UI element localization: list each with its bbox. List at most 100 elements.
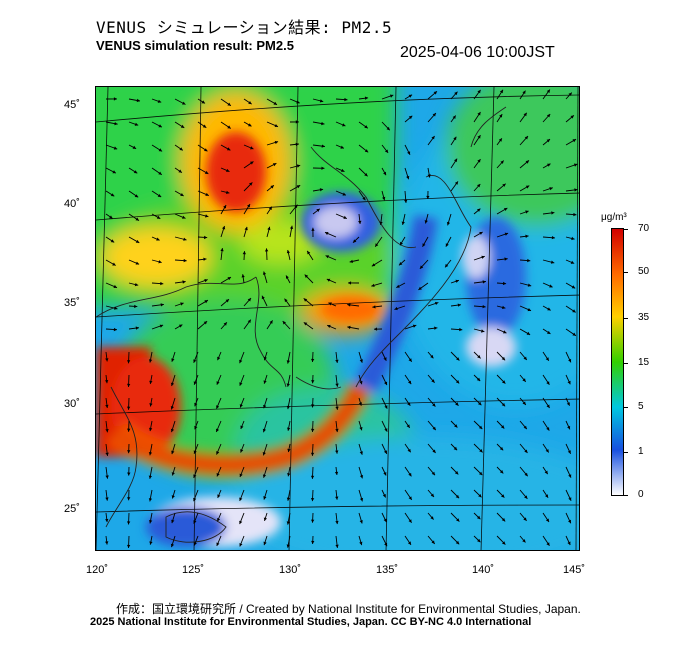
wind-arrowhead [310, 475, 315, 479]
wind-arrowhead [114, 306, 118, 310]
wind-arrowhead [371, 283, 375, 287]
wind-arrowhead [432, 113, 436, 117]
wind-arrowhead [113, 284, 117, 288]
wind-arrowhead [311, 358, 315, 362]
wind-arrowhead [549, 284, 553, 288]
wind-arrowhead [545, 449, 549, 453]
wind-arrowhead [216, 381, 220, 385]
wind-arrowhead [525, 234, 529, 238]
wind-arrowhead [227, 125, 231, 129]
wind-arrowhead [286, 250, 290, 254]
wind-arrowhead [334, 471, 339, 475]
wind-arrowhead [568, 358, 572, 363]
wind-arrowhead [384, 542, 388, 547]
wind-arrowhead [269, 320, 273, 324]
wind-arrowhead [503, 330, 507, 334]
wind-arrowhead [156, 237, 160, 241]
wind-arrowhead [327, 324, 331, 328]
colorbar-tick [623, 452, 628, 453]
wind-arrowhead [396, 284, 400, 288]
wind-arrowhead [568, 92, 572, 96]
wind-arrowhead [544, 470, 548, 475]
wind-arrowhead [216, 405, 220, 409]
wind-arrowhead [109, 215, 113, 219]
wind-arrowhead [216, 542, 220, 546]
wind-arrowhead [134, 283, 139, 287]
wind-arrowhead [359, 427, 363, 431]
wind-arrowhead [226, 168, 230, 172]
wind-arrowhead [546, 139, 550, 143]
wind-arrowhead [127, 360, 131, 364]
wind-arrowhead [261, 295, 265, 300]
wind-arrowhead [384, 149, 389, 153]
wind-arrowhead [239, 497, 243, 501]
wind-arrowhead [501, 403, 506, 407]
wind-arrowhead [159, 324, 164, 328]
wind-arrowhead [574, 188, 578, 192]
wind-arrowhead [132, 145, 137, 149]
wind-arrowhead [310, 428, 315, 432]
wind-arrowhead [379, 221, 383, 225]
wind-arrowhead [262, 428, 266, 433]
wind-arrowhead [263, 496, 267, 500]
wind-arrowhead [477, 112, 481, 116]
pm25-map [95, 86, 580, 551]
wind-arrowhead [499, 447, 504, 451]
wind-arrowhead [524, 136, 528, 140]
lon-label-140: 140˚ [472, 564, 495, 576]
wind-arrowhead [134, 122, 139, 126]
wind-arrowhead [239, 382, 243, 386]
wind-arrowhead [113, 97, 117, 101]
wind-arrowhead [419, 265, 424, 269]
wind-arrowhead [389, 94, 394, 98]
wind-arrowhead [546, 89, 550, 93]
wind-arrowhead [573, 212, 577, 217]
wind-arrowhead [358, 220, 362, 224]
wind-arrowhead [203, 257, 207, 261]
wind-arrowhead [180, 193, 184, 196]
wind-arrowhead [335, 496, 339, 500]
wind-arrowhead [454, 424, 458, 428]
wind-arrowhead [455, 380, 460, 384]
wind-arrowhead [267, 226, 271, 231]
wind-arrowhead [193, 474, 197, 478]
wind-arrowhead [455, 402, 459, 406]
wind-arrowhead [112, 262, 116, 266]
wind-arrowhead [287, 448, 291, 453]
wind-arrowhead [335, 406, 339, 410]
colorbar-label-1: 1 [638, 446, 644, 457]
wind-arrowhead [525, 185, 530, 189]
wind-arrowhead [502, 305, 506, 309]
wind-arrowhead [319, 188, 324, 192]
wind-arrowhead [183, 258, 187, 263]
wind-arrowhead [171, 450, 175, 455]
wind-arrowhead [273, 101, 277, 105]
wind-arrowhead [479, 232, 483, 235]
wind-arrowhead [127, 428, 131, 432]
lat-label-45: 45˚ [64, 99, 80, 111]
wind-arrowhead [225, 299, 229, 303]
wind-arrowhead [240, 425, 244, 429]
wind-arrowhead [372, 305, 376, 309]
wind-arrowhead [375, 243, 379, 247]
wind-arrowhead [341, 168, 345, 172]
wind-arrowhead [335, 428, 339, 433]
lat-label-30: 30˚ [64, 398, 80, 410]
wind-arrowhead [340, 145, 344, 149]
wind-arrowhead [268, 206, 272, 211]
wind-arrowhead [311, 404, 315, 408]
wind-arrowhead [374, 327, 378, 331]
wind-arrowhead [335, 544, 339, 548]
wind-arrowhead [359, 520, 363, 524]
wind-arrowhead [148, 359, 153, 363]
wind-arrowhead [434, 326, 438, 330]
wind-arrowhead [408, 519, 412, 523]
wind-arrowhead [247, 204, 250, 208]
wind-arrowhead [384, 381, 388, 386]
wind-arrowhead [194, 402, 198, 407]
wind-arrowhead [178, 169, 182, 173]
wind-arrowhead [247, 319, 251, 323]
wind-arrowhead [383, 357, 387, 361]
wind-arrowhead [296, 164, 301, 168]
wind-arrowhead [321, 121, 325, 126]
